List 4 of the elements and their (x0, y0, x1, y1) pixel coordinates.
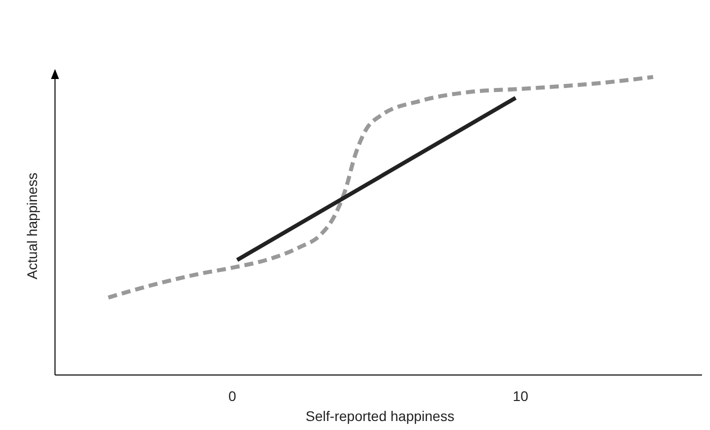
x-tick-label: 10 (512, 388, 529, 404)
y-axis-title: Actual happiness (24, 172, 40, 280)
x-axis-title: Self-reported happiness (306, 408, 454, 424)
x-tick-label: 0 (228, 388, 236, 404)
